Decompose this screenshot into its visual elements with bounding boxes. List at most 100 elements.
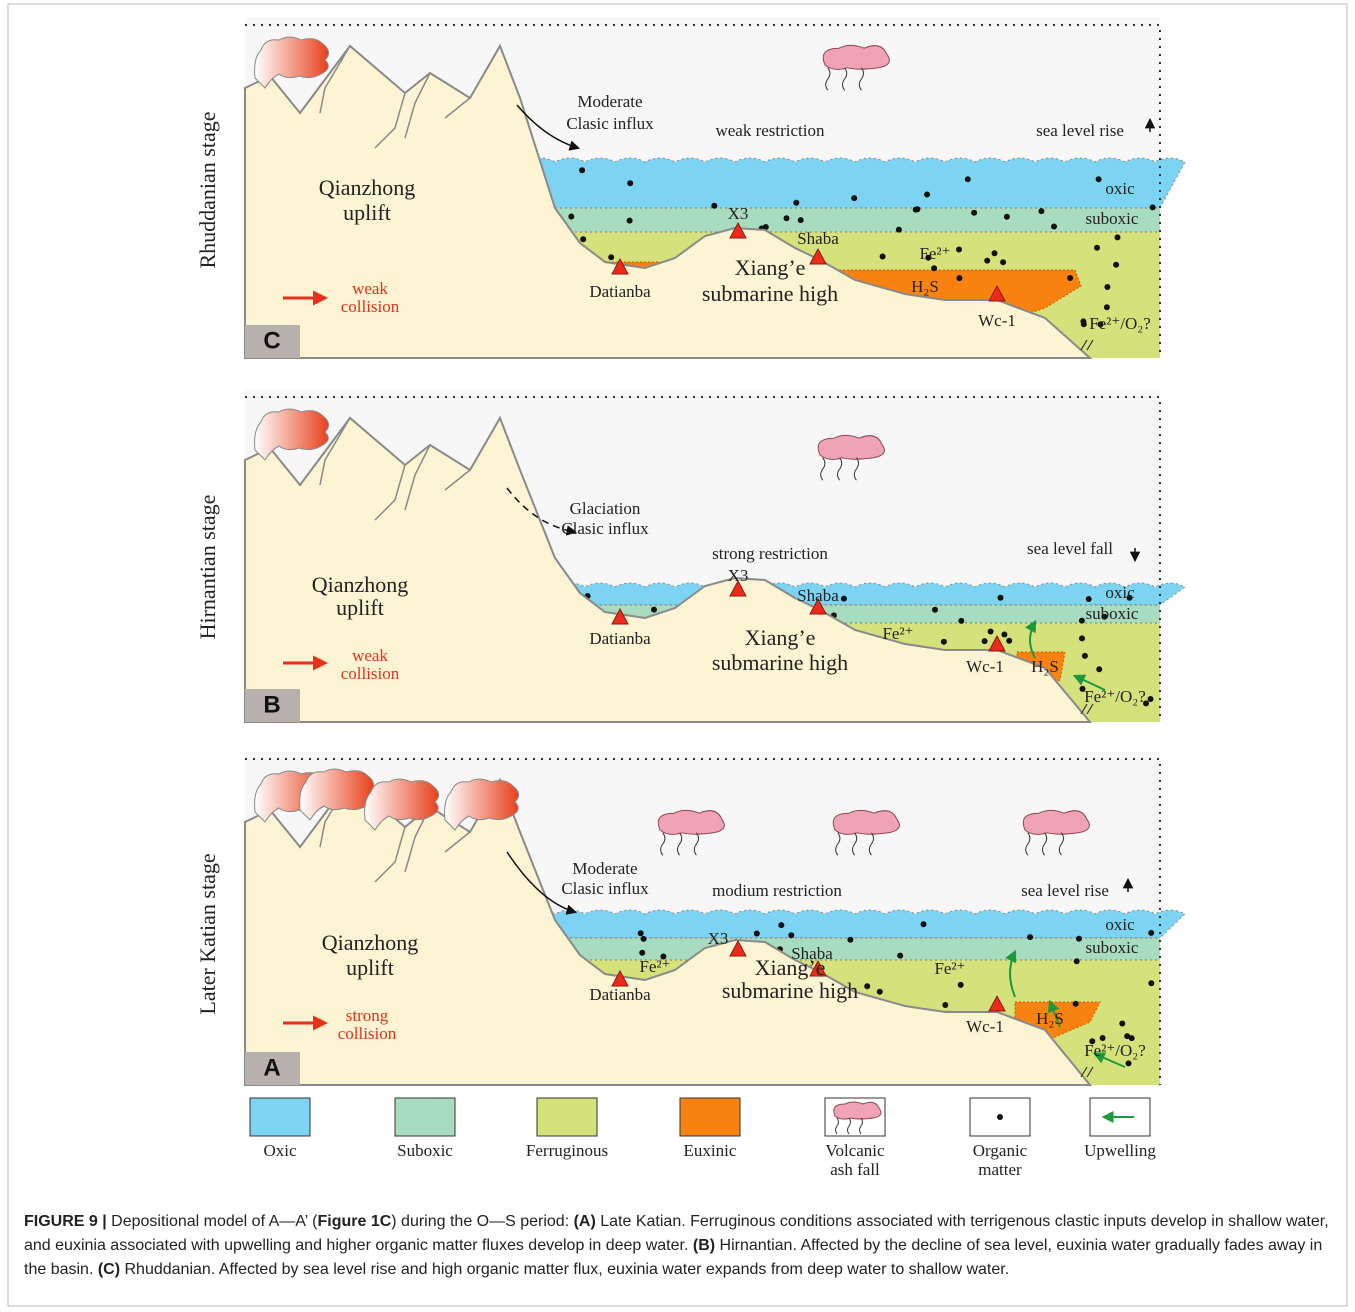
organic-matter xyxy=(1001,632,1007,638)
uplift-label: Qianzhong xyxy=(322,930,419,955)
organic-matter xyxy=(788,932,794,938)
high-label: Xiang’e xyxy=(735,255,806,280)
legend-label: matter xyxy=(978,1160,1022,1179)
organic-matter xyxy=(580,236,586,242)
ion-label: Fe²⁺ xyxy=(882,624,913,643)
organic-matter xyxy=(627,218,633,224)
organic-matter xyxy=(1073,1001,1079,1007)
collision-label: weak xyxy=(352,646,388,665)
organic-matter xyxy=(877,989,883,995)
ion-label: Fe²⁺ xyxy=(639,957,670,976)
legend-label: Oxic xyxy=(263,1141,297,1160)
organic-matter xyxy=(958,982,964,988)
layer-label: suboxic xyxy=(1086,938,1139,957)
site-label: Shaba xyxy=(797,229,839,248)
restriction-label: modium restriction xyxy=(712,881,842,900)
organic-matter xyxy=(1124,1033,1130,1039)
layer-label: suboxic xyxy=(1086,604,1139,623)
caption-text: FIGURE 9 | xyxy=(24,1213,111,1230)
influx-label: Clasic influx xyxy=(561,879,649,898)
organic-matter xyxy=(798,217,804,223)
oxic-layer xyxy=(495,158,1185,208)
uplift-label: Qianzhong xyxy=(312,572,409,597)
organic-matter xyxy=(958,618,964,624)
organic-matter xyxy=(1082,653,1088,659)
sea-level-label: sea level fall xyxy=(1027,539,1113,558)
layer-label: oxic xyxy=(1105,179,1135,198)
organic-matter xyxy=(1148,930,1154,936)
legend-label: Suboxic xyxy=(397,1141,453,1160)
high-label: Xiang’e xyxy=(755,955,826,980)
ash-cloud xyxy=(823,45,889,69)
organic-matter xyxy=(896,227,902,233)
legend-label: Organic xyxy=(973,1141,1028,1160)
organic-matter xyxy=(1096,666,1102,672)
panel-label: C xyxy=(263,327,280,354)
high-label: Xiang’e xyxy=(745,625,816,650)
site-label: Datianba xyxy=(589,629,651,648)
organic-matter xyxy=(914,206,920,212)
uplift-label: uplift xyxy=(346,955,394,980)
collision-label: weak xyxy=(352,279,388,298)
ion-label: Fe²⁺ xyxy=(919,244,950,263)
legend-swatch xyxy=(395,1098,455,1136)
organic-matter xyxy=(851,195,857,201)
organic-matter xyxy=(1094,245,1100,251)
restriction-label: strong restriction xyxy=(712,544,828,563)
site-label: Datianba xyxy=(589,282,651,301)
legend-dot xyxy=(997,1114,1003,1120)
ion-label: Fe²⁺/O₂? xyxy=(1084,687,1146,706)
site-label: X3 xyxy=(728,566,749,585)
panel: Hirnantian stageGlaciationClasic influxs… xyxy=(195,390,1185,722)
organic-matter xyxy=(864,983,870,989)
caption: FIGURE 9 | Depositional model of A—A’ (F… xyxy=(24,1210,1332,1282)
ion-label: Fe²⁺ xyxy=(934,959,965,978)
panel-label: A xyxy=(263,1054,280,1081)
organic-matter xyxy=(639,950,645,956)
organic-matter xyxy=(880,254,886,260)
organic-matter xyxy=(931,265,937,271)
organic-matter xyxy=(998,595,1004,601)
collision-label: collision xyxy=(341,297,400,316)
restriction-label: weak restriction xyxy=(715,121,825,140)
organic-matter xyxy=(778,922,784,928)
organic-matter xyxy=(1148,696,1154,702)
legend-label: ash fall xyxy=(830,1160,880,1179)
organic-matter xyxy=(1027,934,1033,940)
ash-cloud xyxy=(834,1102,881,1119)
organic-matter xyxy=(1038,208,1044,214)
stage-label: Rhuddanian stage xyxy=(195,111,220,268)
organic-matter xyxy=(971,210,977,216)
sea-level-label: sea level rise xyxy=(1036,121,1124,140)
ion-label: H₂S xyxy=(911,277,939,296)
site-label: Datianba xyxy=(589,985,651,1004)
legend-swatch xyxy=(537,1098,597,1136)
ion-label: Fe²⁺/O₂? xyxy=(1084,1041,1146,1060)
organic-matter xyxy=(1067,275,1073,281)
caption-text: (C) xyxy=(98,1261,120,1278)
organic-matter xyxy=(924,192,930,198)
site-label: Wc-1 xyxy=(966,657,1004,676)
collision-label: strong xyxy=(346,1006,389,1025)
organic-matter xyxy=(1104,304,1110,310)
organic-matter xyxy=(1126,1060,1132,1066)
organic-matter xyxy=(568,214,574,220)
organic-matter xyxy=(921,921,927,927)
organic-matter xyxy=(1086,596,1092,602)
uplift-label: Qianzhong xyxy=(319,175,416,200)
organic-matter xyxy=(793,200,799,206)
influx-label: Glaciation xyxy=(570,499,641,518)
organic-matter xyxy=(1006,638,1012,644)
caption-text: Rhuddanian. Affected by sea level rise a… xyxy=(120,1261,1009,1278)
high-label: submarine high xyxy=(712,650,848,675)
organic-matter xyxy=(1119,1021,1125,1027)
ash-cloud xyxy=(658,810,724,834)
caption-text: Figure 1C xyxy=(317,1213,391,1230)
ash-cloud xyxy=(833,810,899,834)
organic-matter xyxy=(1081,321,1087,327)
stage-label: Hirnantian stage xyxy=(195,495,220,640)
caption-text: (B) xyxy=(693,1237,715,1254)
legend-label: Euxinic xyxy=(684,1141,737,1160)
panel-label: B xyxy=(263,691,280,718)
organic-matter xyxy=(1113,262,1119,268)
